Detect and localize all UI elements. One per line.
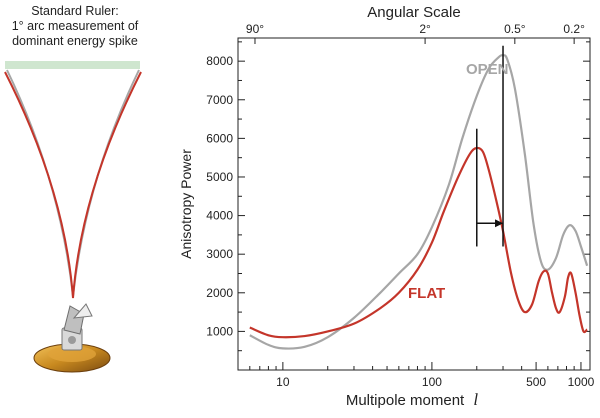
top-tick-label: 2°	[419, 22, 431, 36]
top-tick-label: 90°	[246, 22, 264, 36]
ruler-caption-line-2: 1° arc measurement of	[11, 19, 139, 33]
chart-area: 10 100 500 1000 90° 2° 0.5° 0.2° 1000 2000 3000 4…	[178, 4, 595, 409]
series-layer	[249, 54, 589, 350]
ruler-annotation	[476, 45, 504, 247]
x-tick-label: 1000	[568, 375, 595, 389]
x-axis-label-text: Multipole moment	[346, 392, 465, 409]
x-axis-label-symbol: l	[473, 390, 478, 409]
satellite-icon	[33, 303, 111, 373]
y-tick-label: 3000	[206, 247, 233, 261]
y-tick-label: 5000	[206, 170, 233, 184]
y-axis: 1000 2000 3000 4000 5000 6000 7000 8000	[206, 41, 590, 352]
y-tick-label: 1000	[206, 324, 233, 338]
series-label-open: OPEN	[466, 61, 509, 78]
standard-ruler-illustration	[4, 61, 142, 373]
ray-flat	[4, 71, 142, 299]
y-tick-label: 6000	[206, 131, 233, 145]
x-tick-label: 100	[422, 375, 442, 389]
ray-open	[6, 69, 140, 297]
ruler-caption-line-3: dominant energy spike	[12, 34, 138, 48]
series-label-flat: FLAT	[408, 285, 445, 302]
ruler-caption-line-1: Standard Ruler:	[31, 4, 119, 18]
ruler-caption: Standard Ruler: 1° arc measurement of do…	[2, 4, 148, 49]
y-tick-label: 7000	[206, 93, 233, 107]
x-tick-label: 10	[276, 375, 290, 389]
y-tick-label: 8000	[206, 54, 233, 68]
top-tick-label: 0.2°	[563, 22, 585, 36]
ruler-bar	[5, 61, 140, 69]
plot-frame	[237, 37, 591, 371]
x-axis-bottom: 10 100 500 1000	[249, 362, 595, 389]
x-axis-top: 90° 2° 0.5° 0.2°	[246, 22, 585, 44]
y-tick-label: 2000	[206, 286, 233, 300]
y-axis-label: Anisotropy Power	[178, 149, 194, 259]
x-tick-label: 500	[526, 375, 546, 389]
top-axis-label: Angular Scale	[367, 4, 460, 21]
top-tick-label: 0.5°	[504, 22, 526, 36]
x-axis-label: Multipole moment l	[346, 390, 479, 409]
series-line-open	[249, 54, 589, 350]
y-tick-label: 4000	[206, 209, 233, 223]
